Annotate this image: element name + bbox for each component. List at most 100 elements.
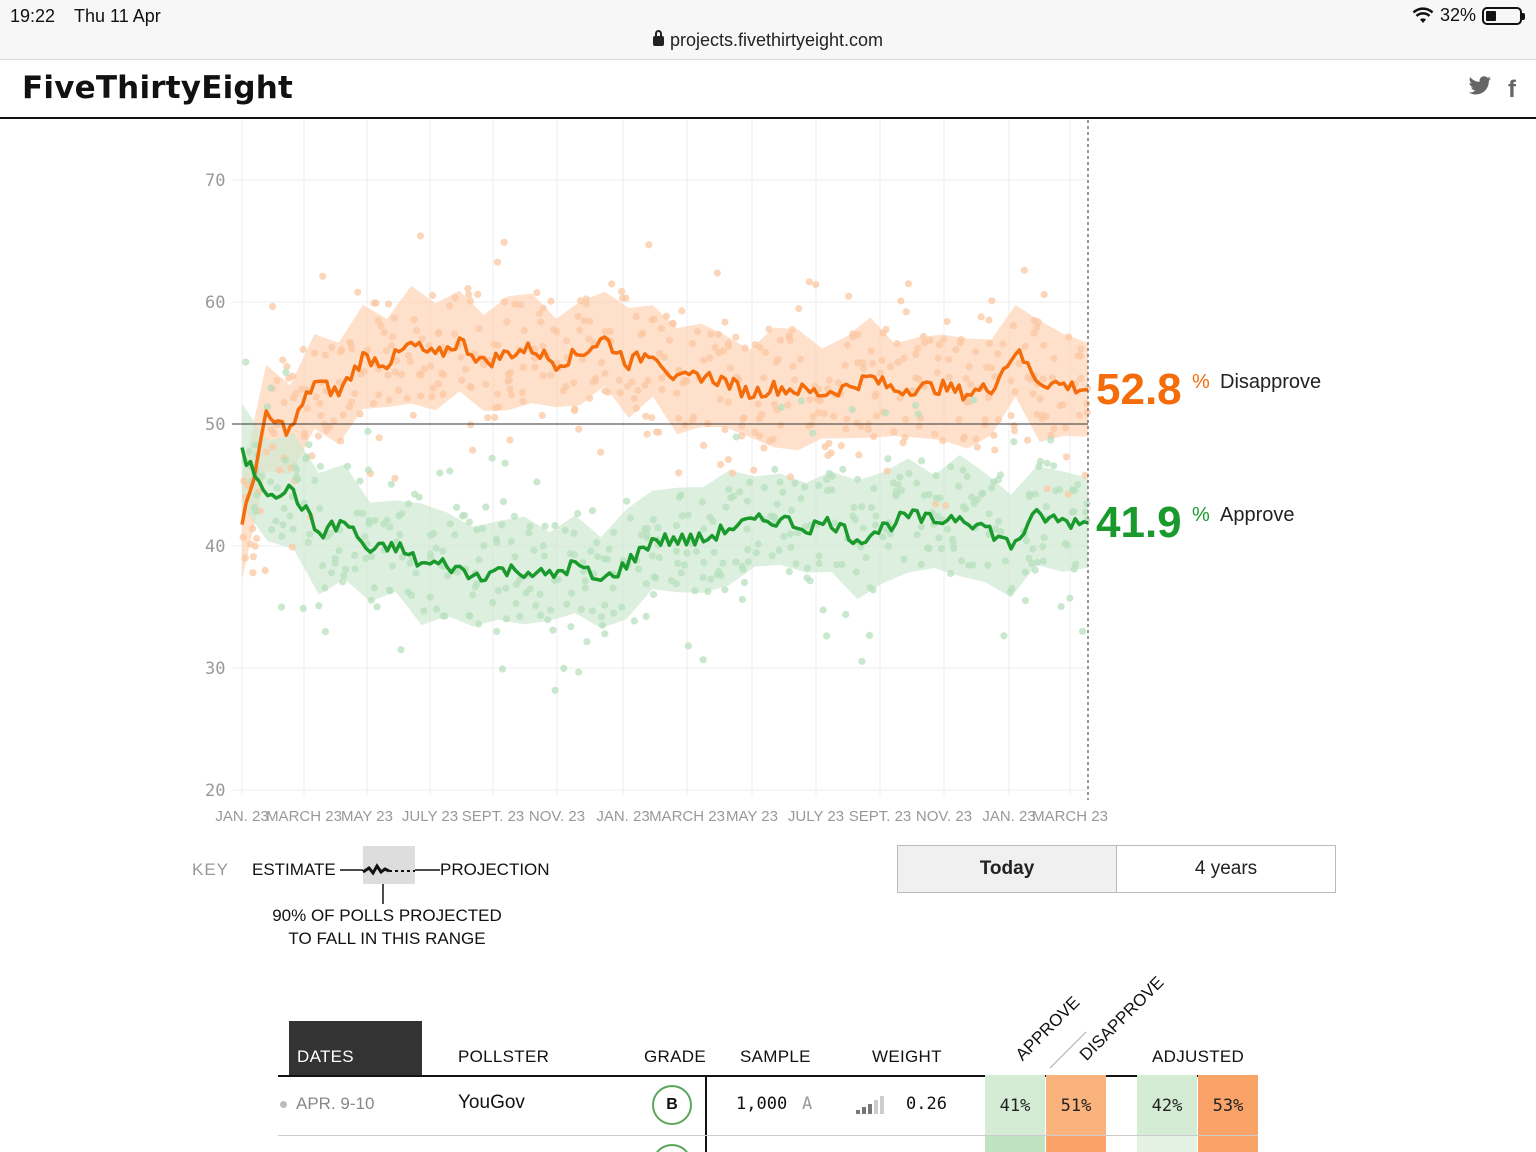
approve-poll-dot [787,506,796,514]
disapprove-poll-dot [1009,322,1017,330]
approve-poll-dot [691,587,699,595]
disapprove-poll-dot [1033,411,1041,419]
col-header-adjusted[interactable]: ADJUSTED [1152,1047,1245,1066]
disapprove-poll-dot [867,347,875,355]
facebook-icon[interactable]: f [1508,76,1516,103]
approve-poll-dot [327,569,336,577]
approve-poll-dot [1043,459,1051,467]
approve-poll-dot [567,623,575,631]
approve-poll-dot [884,542,892,550]
disapprove-poll-dot [853,419,861,427]
approve-poll-dot [1001,557,1009,565]
disapprove-poll-dot [397,370,406,379]
disapprove-poll-dot [553,328,561,336]
disapprove-poll-dot [738,422,746,430]
row-pollster[interactable]: YouGov [458,1092,525,1113]
disapprove-poll-dot [1029,390,1037,398]
disapprove-poll-dot [533,289,541,297]
disapprove-poll-dot [902,308,910,316]
x-tick-label: JULY 23 [402,808,458,825]
disapprove-poll-dot [870,433,878,441]
disapprove-poll-dot [644,376,652,384]
approve-poll-dot [356,477,364,485]
approve-poll-dot [1066,594,1074,602]
key-note: 90% OF POLLS PROJECTED TO FALL IN THIS R… [262,904,512,950]
y-tick-label: 50 [205,415,225,435]
approve-poll-dot [479,524,487,533]
disapprove-poll-dot [869,359,877,368]
disapprove-poll-dot [919,332,928,341]
approve-poll-dot [465,612,473,620]
row-adj-disapprove-cell: 53% [1198,1075,1258,1136]
approve-line [240,447,1089,583]
disapprove-poll-dot [639,329,647,337]
approve-poll-dot [1021,597,1030,605]
address-bar[interactable]: projects.fivethirtyeight.com [0,30,1536,51]
disapprove-poll-dot [393,357,401,365]
disapprove-poll-dot [675,469,683,477]
approve-poll-dot [526,522,534,531]
approve-poll-dot [707,575,715,583]
toggle-today[interactable]: Today [898,846,1117,892]
col-header-sample[interactable]: SAMPLE [740,1047,811,1066]
col-header-grade[interactable]: GRADE [644,1047,706,1066]
twitter-icon[interactable] [1468,76,1492,96]
disapprove-poll-dot [642,412,650,420]
col-header-dates[interactable]: DATES [289,1021,422,1075]
approve-poll-dot [561,526,569,534]
approve-poll-dot [432,605,441,613]
disapprove-poll-dot [766,437,774,445]
url-text: projects.fivethirtyeight.com [669,30,884,50]
approve-poll-dot [674,559,682,567]
row-sample: 1,000 [736,1094,788,1114]
approve-poll-dot [1025,490,1034,498]
approve-poll-dot [699,656,707,664]
disapprove-poll-dot [574,312,582,320]
disapprove-poll-dot [482,380,490,388]
disapprove-poll-dot [945,373,953,381]
disapprove-poll-dot [809,413,817,421]
disapprove-poll-dot [299,345,307,353]
disapprove-poll-dot [688,416,697,424]
approve-poll-dot [819,606,827,614]
toggle-four-years[interactable]: 4 years [1194,858,1258,879]
disapprove-poll-dot [688,339,697,348]
approve-poll-dot [367,596,375,604]
row-weight: 0.26 [906,1094,947,1114]
row-adj-approve-cell: 42% [1137,1075,1197,1136]
col-header-pollster[interactable]: POLLSTER [458,1047,550,1066]
disapprove-poll-dot [585,335,593,343]
disapprove-poll-dot [904,280,913,288]
disapprove-poll-dot [337,437,345,445]
weight-bars-icon [856,1096,884,1114]
disapprove-poll-dot [547,371,555,379]
disapprove-poll-dot [945,355,953,364]
approve-poll-dot [831,519,839,527]
row-disapprove: 51% [1060,1095,1092,1116]
disapprove-poll-dot [795,305,803,313]
approve-poll-dot [872,521,880,529]
row2-approve-cell [985,1136,1045,1152]
col-header-weight[interactable]: WEIGHT [872,1047,942,1066]
approve-poll-dot [848,405,856,414]
approve-poll-dot [475,556,483,564]
disapprove-poll-dot [967,381,975,389]
approve-poll-dot [1070,508,1078,516]
row-adj-approve: 42% [1151,1095,1183,1116]
approve-poll-dot [721,586,729,594]
approve-poll-dot [777,403,785,411]
disapprove-poll-dot [902,415,910,424]
approve-poll-dot [593,552,602,561]
disapprove-poll-dot [859,364,868,372]
disapprove-poll-dot [382,347,390,355]
disapprove-poll-dot [597,359,606,367]
site-logo[interactable]: FiveThirtyEight [22,70,294,106]
disapprove-poll-dot [622,294,630,302]
disapprove-poll-dot [786,473,795,481]
disapprove-poll-dot [890,428,898,436]
disapprove-poll-dot [724,456,732,464]
approve-poll-dot [581,577,589,585]
key-title: KEY [192,860,230,879]
disapprove-poll-dot [650,315,658,323]
approve-poll-dot [828,472,837,480]
